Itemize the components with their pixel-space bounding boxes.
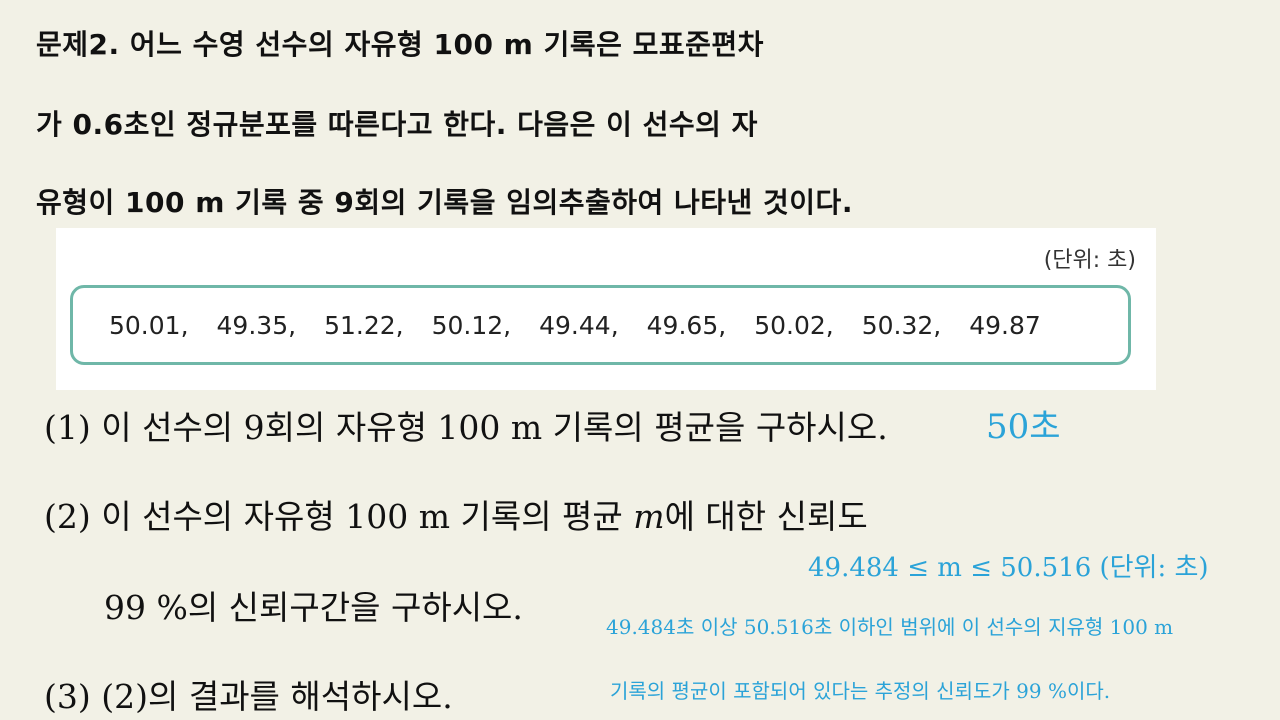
data-value: 50.12, — [431, 310, 512, 340]
question-2-text: (2) 이 선수의 자유형 100 m 기록의 평균 — [44, 497, 634, 536]
data-value: 50.01, — [109, 310, 189, 340]
data-value: 50.02, — [754, 310, 834, 340]
answer-3-line-1: 49.484초 이상 50.516초 이하인 범위에 이 선수의 지유형 100… — [606, 615, 1174, 639]
data-panel: (단위: 초) 50.01, 49.35, 51.22, 50.12, 49.4… — [56, 228, 1156, 390]
question-3: (3) (2)의 결과를 해석하시오. — [44, 677, 453, 716]
answer-2: 49.484 ≤ m ≤ 50.516 (단위: 초) — [808, 553, 1209, 583]
data-value: 51.22, — [324, 310, 404, 340]
data-values-box: 50.01, 49.35, 51.22, 50.12, 49.44, 49.65… — [70, 285, 1131, 365]
answer-1: 50초 — [986, 407, 1061, 447]
problem-text-line-3: 유형이 100 m 기록 중 9회의 기록을 임의추출하여 나타낸 것이다. — [36, 186, 853, 219]
data-value: 49.35, — [216, 310, 297, 340]
data-value: 49.87 — [969, 310, 1041, 340]
question-2-text-end: 에 대한 신뢰도 — [664, 497, 868, 536]
data-value: 49.44, — [539, 310, 619, 340]
question-1: (1) 이 선수의 9회의 자유형 100 m 기록의 평균을 구하시오. — [44, 408, 888, 447]
data-value: 49.65, — [646, 310, 727, 340]
question-2: (2) 이 선수의 자유형 100 m 기록의 평균 m에 대한 신뢰도 — [44, 497, 868, 537]
mean-variable: m — [633, 497, 665, 536]
data-value: 50.32, — [861, 310, 942, 340]
answer-3-line-2: 기록의 평균이 포함되어 있다는 추정의 신뢰도가 99 %이다. — [610, 679, 1111, 703]
unit-label: (단위: 초) — [1043, 248, 1136, 273]
problem-text-line-2: 가 0.6초인 정규분포를 따른다고 한다. 다음은 이 선수의 자 — [36, 108, 758, 141]
problem-text-line-1: 문제2. 어느 수영 선수의 자유형 100 m 기록은 모표준편차 — [36, 28, 764, 61]
question-2-line-2: 99 %의 신뢰구간을 구하시오. — [104, 588, 523, 627]
